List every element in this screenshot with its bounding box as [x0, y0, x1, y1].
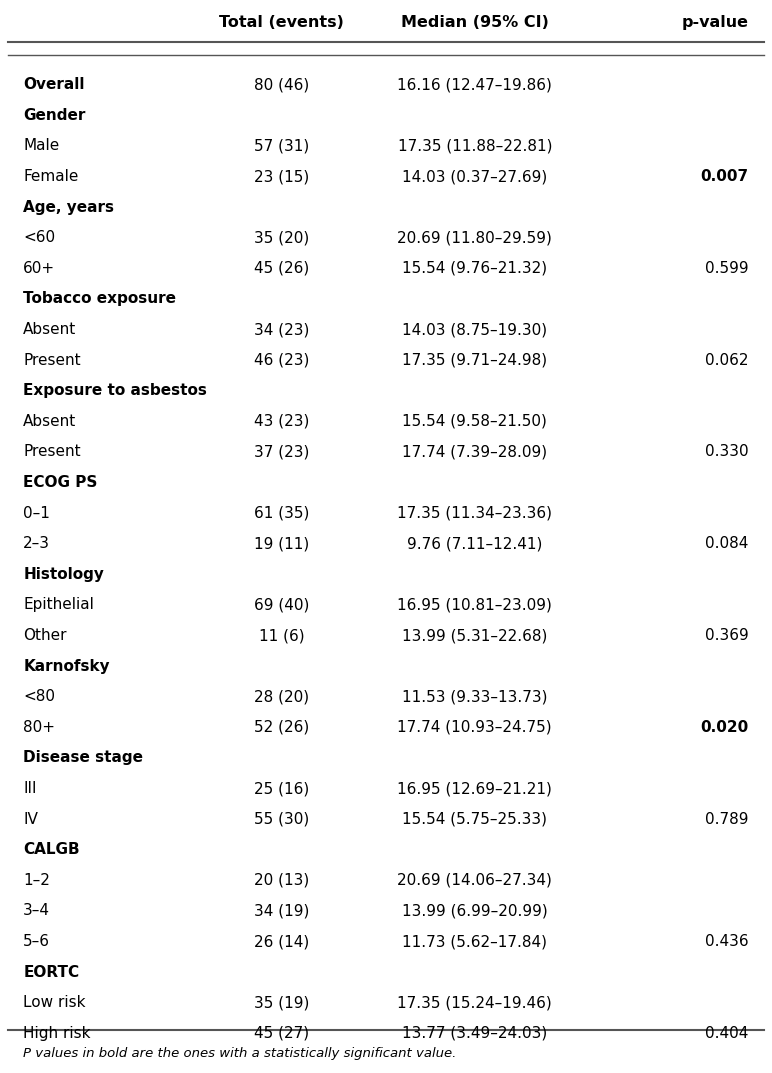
Text: 45 (27): 45 (27)	[254, 1026, 310, 1041]
Text: 0.330: 0.330	[705, 444, 749, 459]
Text: 45 (26): 45 (26)	[254, 261, 310, 276]
Text: 0.062: 0.062	[706, 353, 749, 368]
Text: 13.99 (5.31–22.68): 13.99 (5.31–22.68)	[402, 628, 547, 643]
Text: 9.76 (7.11–12.41): 9.76 (7.11–12.41)	[407, 536, 543, 552]
Text: 0.084: 0.084	[706, 536, 749, 552]
Text: 5–6: 5–6	[23, 934, 50, 949]
Text: Karnofsky: Karnofsky	[23, 659, 110, 674]
Text: 34 (23): 34 (23)	[254, 322, 310, 337]
Text: EORTC: EORTC	[23, 965, 80, 980]
Text: ECOG PS: ECOG PS	[23, 475, 97, 490]
Text: 20.69 (14.06–27.34): 20.69 (14.06–27.34)	[398, 872, 552, 887]
Text: p-value: p-value	[682, 15, 749, 30]
Text: Gender: Gender	[23, 108, 86, 123]
Text: 17.35 (9.71–24.98): 17.35 (9.71–24.98)	[402, 353, 547, 368]
Text: 46 (23): 46 (23)	[254, 353, 310, 368]
Text: 3–4: 3–4	[23, 903, 50, 918]
Text: 35 (19): 35 (19)	[254, 995, 310, 1010]
Text: Histology: Histology	[23, 567, 104, 582]
Text: 13.99 (6.99–20.99): 13.99 (6.99–20.99)	[402, 903, 547, 918]
Text: <80: <80	[23, 689, 55, 704]
Text: 16.95 (10.81–23.09): 16.95 (10.81–23.09)	[398, 598, 552, 613]
Text: 17.35 (15.24–19.46): 17.35 (15.24–19.46)	[398, 995, 552, 1010]
Text: Male: Male	[23, 138, 59, 153]
Text: Epithelial: Epithelial	[23, 598, 94, 613]
Text: 28 (20): 28 (20)	[254, 689, 310, 704]
Text: 61 (35): 61 (35)	[254, 505, 310, 520]
Text: 0.007: 0.007	[701, 170, 749, 185]
Text: 2–3: 2–3	[23, 536, 50, 552]
Text: 55 (30): 55 (30)	[254, 811, 310, 826]
Text: 23 (15): 23 (15)	[254, 170, 310, 185]
Text: P values in bold are the ones with a statistically significant value.: P values in bold are the ones with a sta…	[23, 1047, 456, 1060]
Text: Exposure to asbestos: Exposure to asbestos	[23, 383, 207, 398]
Text: 15.54 (5.75–25.33): 15.54 (5.75–25.33)	[402, 811, 547, 826]
Text: 11.53 (9.33–13.73): 11.53 (9.33–13.73)	[402, 689, 547, 704]
Text: 60+: 60+	[23, 261, 56, 276]
Text: 80+: 80+	[23, 720, 55, 735]
Text: Present: Present	[23, 444, 81, 459]
Text: 43 (23): 43 (23)	[254, 414, 310, 429]
Text: 20.69 (11.80–29.59): 20.69 (11.80–29.59)	[398, 231, 552, 246]
Text: III: III	[23, 781, 36, 796]
Text: Total (events): Total (events)	[219, 15, 344, 30]
Text: 17.35 (11.34–23.36): 17.35 (11.34–23.36)	[398, 505, 552, 520]
Text: 13.77 (3.49–24.03): 13.77 (3.49–24.03)	[402, 1026, 547, 1041]
Text: 37 (23): 37 (23)	[254, 444, 310, 459]
Text: 80 (46): 80 (46)	[254, 77, 310, 92]
Text: Disease stage: Disease stage	[23, 750, 143, 765]
Text: 26 (14): 26 (14)	[254, 934, 310, 949]
Text: 17.35 (11.88–22.81): 17.35 (11.88–22.81)	[398, 138, 552, 153]
Text: Low risk: Low risk	[23, 995, 86, 1010]
Text: CALGB: CALGB	[23, 842, 80, 857]
Text: 17.74 (7.39–28.09): 17.74 (7.39–28.09)	[402, 444, 547, 459]
Text: Absent: Absent	[23, 322, 76, 337]
Text: 11 (6): 11 (6)	[259, 628, 305, 643]
Text: 35 (20): 35 (20)	[254, 231, 310, 246]
Text: 0.369: 0.369	[705, 628, 749, 643]
Text: 16.16 (12.47–19.86): 16.16 (12.47–19.86)	[398, 77, 552, 92]
Text: High risk: High risk	[23, 1026, 90, 1041]
Text: 16.95 (12.69–21.21): 16.95 (12.69–21.21)	[398, 781, 552, 796]
Text: 20 (13): 20 (13)	[254, 872, 310, 887]
Text: 0.404: 0.404	[706, 1026, 749, 1041]
Text: 14.03 (0.37–27.69): 14.03 (0.37–27.69)	[402, 170, 547, 185]
Text: Overall: Overall	[23, 77, 85, 92]
Text: 52 (26): 52 (26)	[254, 720, 310, 735]
Text: Tobacco exposure: Tobacco exposure	[23, 292, 176, 307]
Text: 25 (16): 25 (16)	[254, 781, 310, 796]
Text: 0–1: 0–1	[23, 505, 50, 520]
Text: Absent: Absent	[23, 414, 76, 429]
Text: Age, years: Age, years	[23, 200, 114, 215]
Text: Other: Other	[23, 628, 66, 643]
Text: 15.54 (9.76–21.32): 15.54 (9.76–21.32)	[402, 261, 547, 276]
Text: 69 (40): 69 (40)	[254, 598, 310, 613]
Text: 11.73 (5.62–17.84): 11.73 (5.62–17.84)	[402, 934, 547, 949]
Text: 17.74 (10.93–24.75): 17.74 (10.93–24.75)	[398, 720, 552, 735]
Text: 34 (19): 34 (19)	[254, 903, 310, 918]
Text: 0.436: 0.436	[705, 934, 749, 949]
Text: 0.020: 0.020	[701, 720, 749, 735]
Text: <60: <60	[23, 231, 56, 246]
Text: 57 (31): 57 (31)	[254, 138, 310, 153]
Text: 19 (11): 19 (11)	[254, 536, 310, 552]
Text: 0.599: 0.599	[705, 261, 749, 276]
Text: Female: Female	[23, 170, 79, 185]
Text: 14.03 (8.75–19.30): 14.03 (8.75–19.30)	[402, 322, 547, 337]
Text: 1–2: 1–2	[23, 872, 50, 887]
Text: Present: Present	[23, 353, 81, 368]
Text: 0.789: 0.789	[706, 811, 749, 826]
Text: Median (95% CI): Median (95% CI)	[401, 15, 549, 30]
Text: IV: IV	[23, 811, 38, 826]
Text: 15.54 (9.58–21.50): 15.54 (9.58–21.50)	[402, 414, 547, 429]
